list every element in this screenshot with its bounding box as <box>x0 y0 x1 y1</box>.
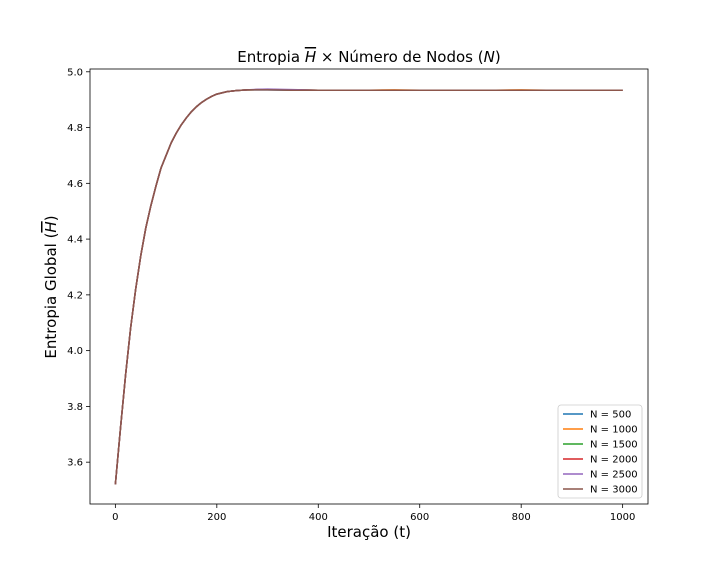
y-tick-label: 5.0 <box>67 67 83 78</box>
plot-frame <box>89 68 649 505</box>
x-tick-label: 200 <box>207 512 226 523</box>
y-axis-title-suffix: ) <box>42 215 60 221</box>
y-tick-label: 4.6 <box>67 179 83 190</box>
series-line-6 <box>114 89 623 485</box>
chart-title: Entropia H × Número de Nodos (N) <box>237 48 500 66</box>
x-tick-label: 1000 <box>610 512 635 523</box>
y-tick-label: 4.4 <box>67 235 83 246</box>
x-tick-label: 400 <box>309 512 328 523</box>
y-tick-label: 4.0 <box>67 346 83 357</box>
y-tick-label: 4.2 <box>67 290 83 301</box>
x-axis-title: Iteração (t) <box>327 523 411 541</box>
y-axis-title: Entropia Global (H) <box>42 215 60 358</box>
y-axis-title-symbol: H <box>42 221 60 232</box>
x-tick-label: 600 <box>410 512 429 523</box>
axis-ticks: 0 200 400 600 800 1000 3.6 3.8 4.0 4.2 4.4 4.6 4.8 5.… <box>67 67 635 523</box>
legend-label: N = 3000 <box>590 485 638 496</box>
legend-label: N = 2000 <box>590 455 638 466</box>
series-lines <box>114 88 623 485</box>
legend-label: N = 2500 <box>590 470 638 481</box>
legend-label: N = 1000 <box>590 425 638 436</box>
y-tick-label: 3.6 <box>67 458 83 469</box>
legend-label: N = 1500 <box>590 440 638 451</box>
y-tick-label: 4.8 <box>67 123 83 134</box>
legend-label: N = 500 <box>590 410 631 421</box>
y-axis-title-prefix: Entropia Global ( <box>42 233 60 359</box>
y-tick-label: 3.8 <box>67 402 83 413</box>
plot-area <box>90 69 648 504</box>
chart-title-symbol: H <box>305 48 316 66</box>
x-tick-label: 0 <box>112 512 118 523</box>
legend: N = 500 N = 1000 N = 1500 N = 2000 N = 2500 N… <box>557 404 643 499</box>
chart-title-suffix: ) <box>495 48 501 66</box>
chart-title-middle: × Número de Nodos ( <box>316 48 484 66</box>
chart-title-prefix: Entropia <box>237 48 305 66</box>
chart-title-n: N <box>484 48 495 66</box>
x-tick-label: 800 <box>512 512 531 523</box>
